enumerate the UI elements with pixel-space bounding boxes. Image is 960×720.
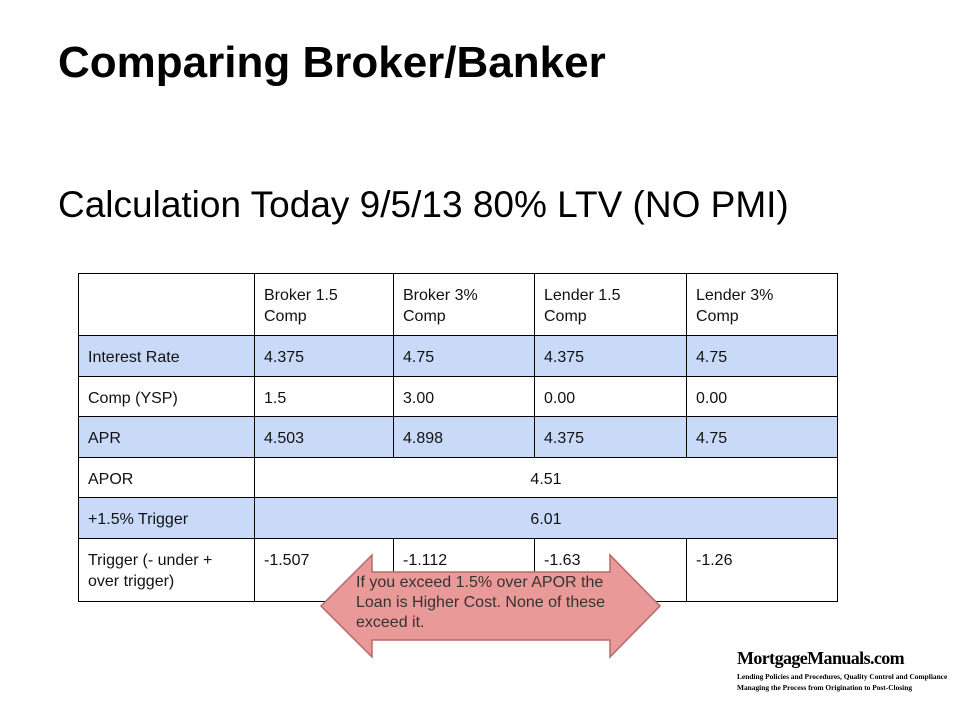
- cell-text: 4.375: [544, 430, 585, 447]
- cell-text: -1.26: [696, 552, 733, 569]
- cell-text: 4.503: [264, 430, 305, 447]
- cell-text: -1.112: [403, 552, 448, 569]
- row-label: Interest Rate: [78, 335, 255, 377]
- table-cell: 4.375: [534, 416, 687, 458]
- merged-cell: 6.01: [254, 497, 838, 539]
- cell-text: 4.75: [696, 430, 728, 447]
- table-cell: 4.375: [254, 335, 394, 377]
- cell-text: 4.375: [264, 349, 305, 366]
- callout-text: If you exceed 1.5% over APOR the Loan is…: [356, 574, 606, 631]
- table-cell: 4.898: [393, 416, 535, 458]
- cell-text: 4.75: [403, 349, 435, 366]
- cell-text: -1.507: [264, 552, 310, 569]
- double-arrow: [319, 553, 662, 659]
- logo-tagline: Managing the Process from Origination to…: [737, 683, 913, 692]
- table-cell: -1.26: [686, 538, 838, 602]
- cell-text: 4.375: [544, 349, 585, 366]
- table-cell: 4.75: [686, 416, 838, 458]
- cell-text: Broker 1.5 Comp: [264, 287, 338, 325]
- cell-text: +1.5% Trigger: [88, 511, 189, 528]
- cell-text: 4.898: [403, 430, 444, 447]
- cell-text: 1.5: [264, 390, 287, 407]
- cell-text: Interest Rate: [88, 349, 180, 366]
- header-cell: Lender 3% Comp: [686, 273, 838, 336]
- table-cell: 4.75: [393, 335, 535, 377]
- cell-text: 0.00: [544, 390, 576, 407]
- table-cell: 4.503: [254, 416, 394, 458]
- logo-tagline: Lending Policies and Procedures, Quality…: [737, 672, 948, 681]
- logo-name: MortgageManuals.com: [737, 648, 905, 668]
- cell-text: Lender 1.5 Comp: [544, 287, 621, 325]
- cell-text: 0.00: [696, 390, 728, 407]
- cell-text: Trigger (- under + over trigger): [88, 552, 213, 590]
- subtitle: Calculation Today 9/5/13 80% LTV (NO PMI…: [58, 184, 789, 225]
- cell-text: APR: [88, 430, 121, 447]
- cell-text: Lender 3% Comp: [696, 287, 774, 325]
- cell-text: 4.75: [696, 349, 728, 366]
- table-cell: 4.375: [534, 335, 687, 377]
- cell-text: 4.51: [530, 471, 562, 488]
- title: Comparing Broker/Banker: [58, 38, 606, 87]
- cell-text: Broker 3% Comp: [403, 287, 478, 325]
- header-cell: Broker 1.5 Comp: [254, 273, 394, 336]
- row-label: +1.5% Trigger: [78, 497, 255, 539]
- cell-text: APOR: [88, 471, 134, 488]
- cell-text: Comp (YSP): [88, 390, 178, 407]
- cell-text: -1.63: [544, 552, 581, 569]
- cell-text: 6.01: [530, 511, 562, 528]
- cell-text: 3.00: [403, 390, 435, 407]
